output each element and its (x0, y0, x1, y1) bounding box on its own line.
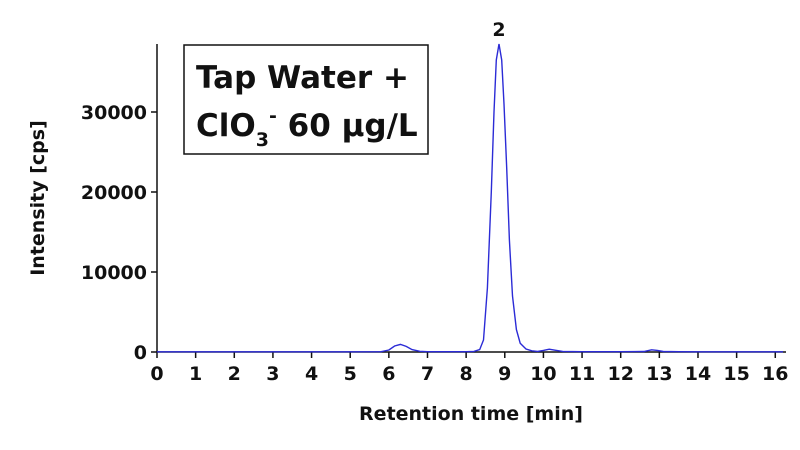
y-ticks: 0 10000 20000 30000 (81, 102, 157, 364)
y-tick-label: 0 (134, 342, 147, 364)
annotation-border (183, 44, 429, 155)
annotation-box: Tap Water + ClO3- 60 µg/L (183, 44, 429, 155)
x-tick-label: 3 (266, 363, 279, 385)
x-tick-label: 12 (607, 363, 633, 385)
x-tick-label: 16 (762, 363, 788, 385)
x-tick-label: 9 (498, 363, 511, 385)
x-tick-label: 6 (382, 363, 395, 385)
annotation-formula: ClO (196, 108, 256, 144)
series-line (157, 43, 783, 353)
annotation-subscript: 3 (256, 129, 269, 151)
x-axis-label: Retention time [min] (359, 403, 583, 425)
x-tick-label: 13 (646, 363, 672, 385)
x-tick-label: 14 (685, 363, 711, 385)
y-tick-label: 30000 (81, 102, 147, 124)
x-tick-label: 0 (150, 363, 163, 385)
y-axis-label: Intensity [cps] (27, 120, 49, 276)
x-tick-label: 2 (228, 363, 241, 385)
x-tick-label: 11 (569, 363, 595, 385)
peak-label: 2 (492, 19, 505, 41)
annotation-line-2: ClO3- 60 µg/L (196, 105, 418, 151)
x-ticks: 0 1 2 3 4 5 6 7 8 9 10 11 12 13 14 15 16 (150, 352, 788, 385)
x-tick-label: 4 (305, 363, 318, 385)
x-tick-label: 1 (189, 363, 202, 385)
x-tick-label: 7 (421, 363, 434, 385)
x-tick-label: 5 (344, 363, 357, 385)
x-tick-label: 15 (723, 363, 749, 385)
annotation-line-1: Tap Water + (196, 60, 409, 96)
annotation-concentration: 60 µg/L (277, 108, 418, 144)
x-tick-label: 10 (530, 363, 556, 385)
y-tick-label: 10000 (81, 262, 147, 284)
annotation-superscript: - (269, 105, 277, 127)
x-tick-label: 8 (460, 363, 473, 385)
y-tick-label: 20000 (81, 182, 147, 204)
